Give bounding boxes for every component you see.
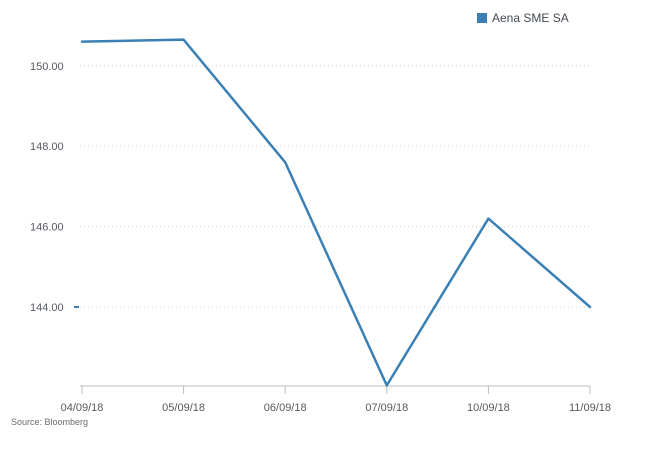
- gridlines: [80, 65, 590, 308]
- y-axis-ticks: 150.00 148.00 146.00 144.00: [30, 61, 79, 314]
- x-tick-label: 04/09/18: [61, 402, 104, 414]
- source-note: Source: Bloomberg: [11, 417, 89, 427]
- series-line-aena-sme-sa: [80, 38, 592, 387]
- x-tick-label: 05/09/18: [162, 402, 205, 414]
- y-tick-label: 148.00: [30, 141, 64, 153]
- x-axis-ticks: 04/09/18 05/09/18 06/09/18 07/09/18 10/09/18…: [61, 386, 611, 414]
- x-tick-label: 11/09/18: [569, 402, 611, 414]
- x-tick-label: 06/09/18: [264, 402, 307, 414]
- legend-label: Aena SME SA: [492, 11, 569, 25]
- legend: Aena SME SA: [477, 11, 569, 25]
- legend-swatch: [477, 13, 487, 23]
- y-tick-label: 146.00: [30, 222, 64, 234]
- y-tick-label: 150.00: [30, 61, 64, 73]
- y-tick-label: 144.00: [30, 302, 64, 314]
- x-tick-label: 07/09/18: [365, 402, 408, 414]
- series-group: [80, 38, 592, 387]
- x-tick-label: 10/09/18: [467, 402, 510, 414]
